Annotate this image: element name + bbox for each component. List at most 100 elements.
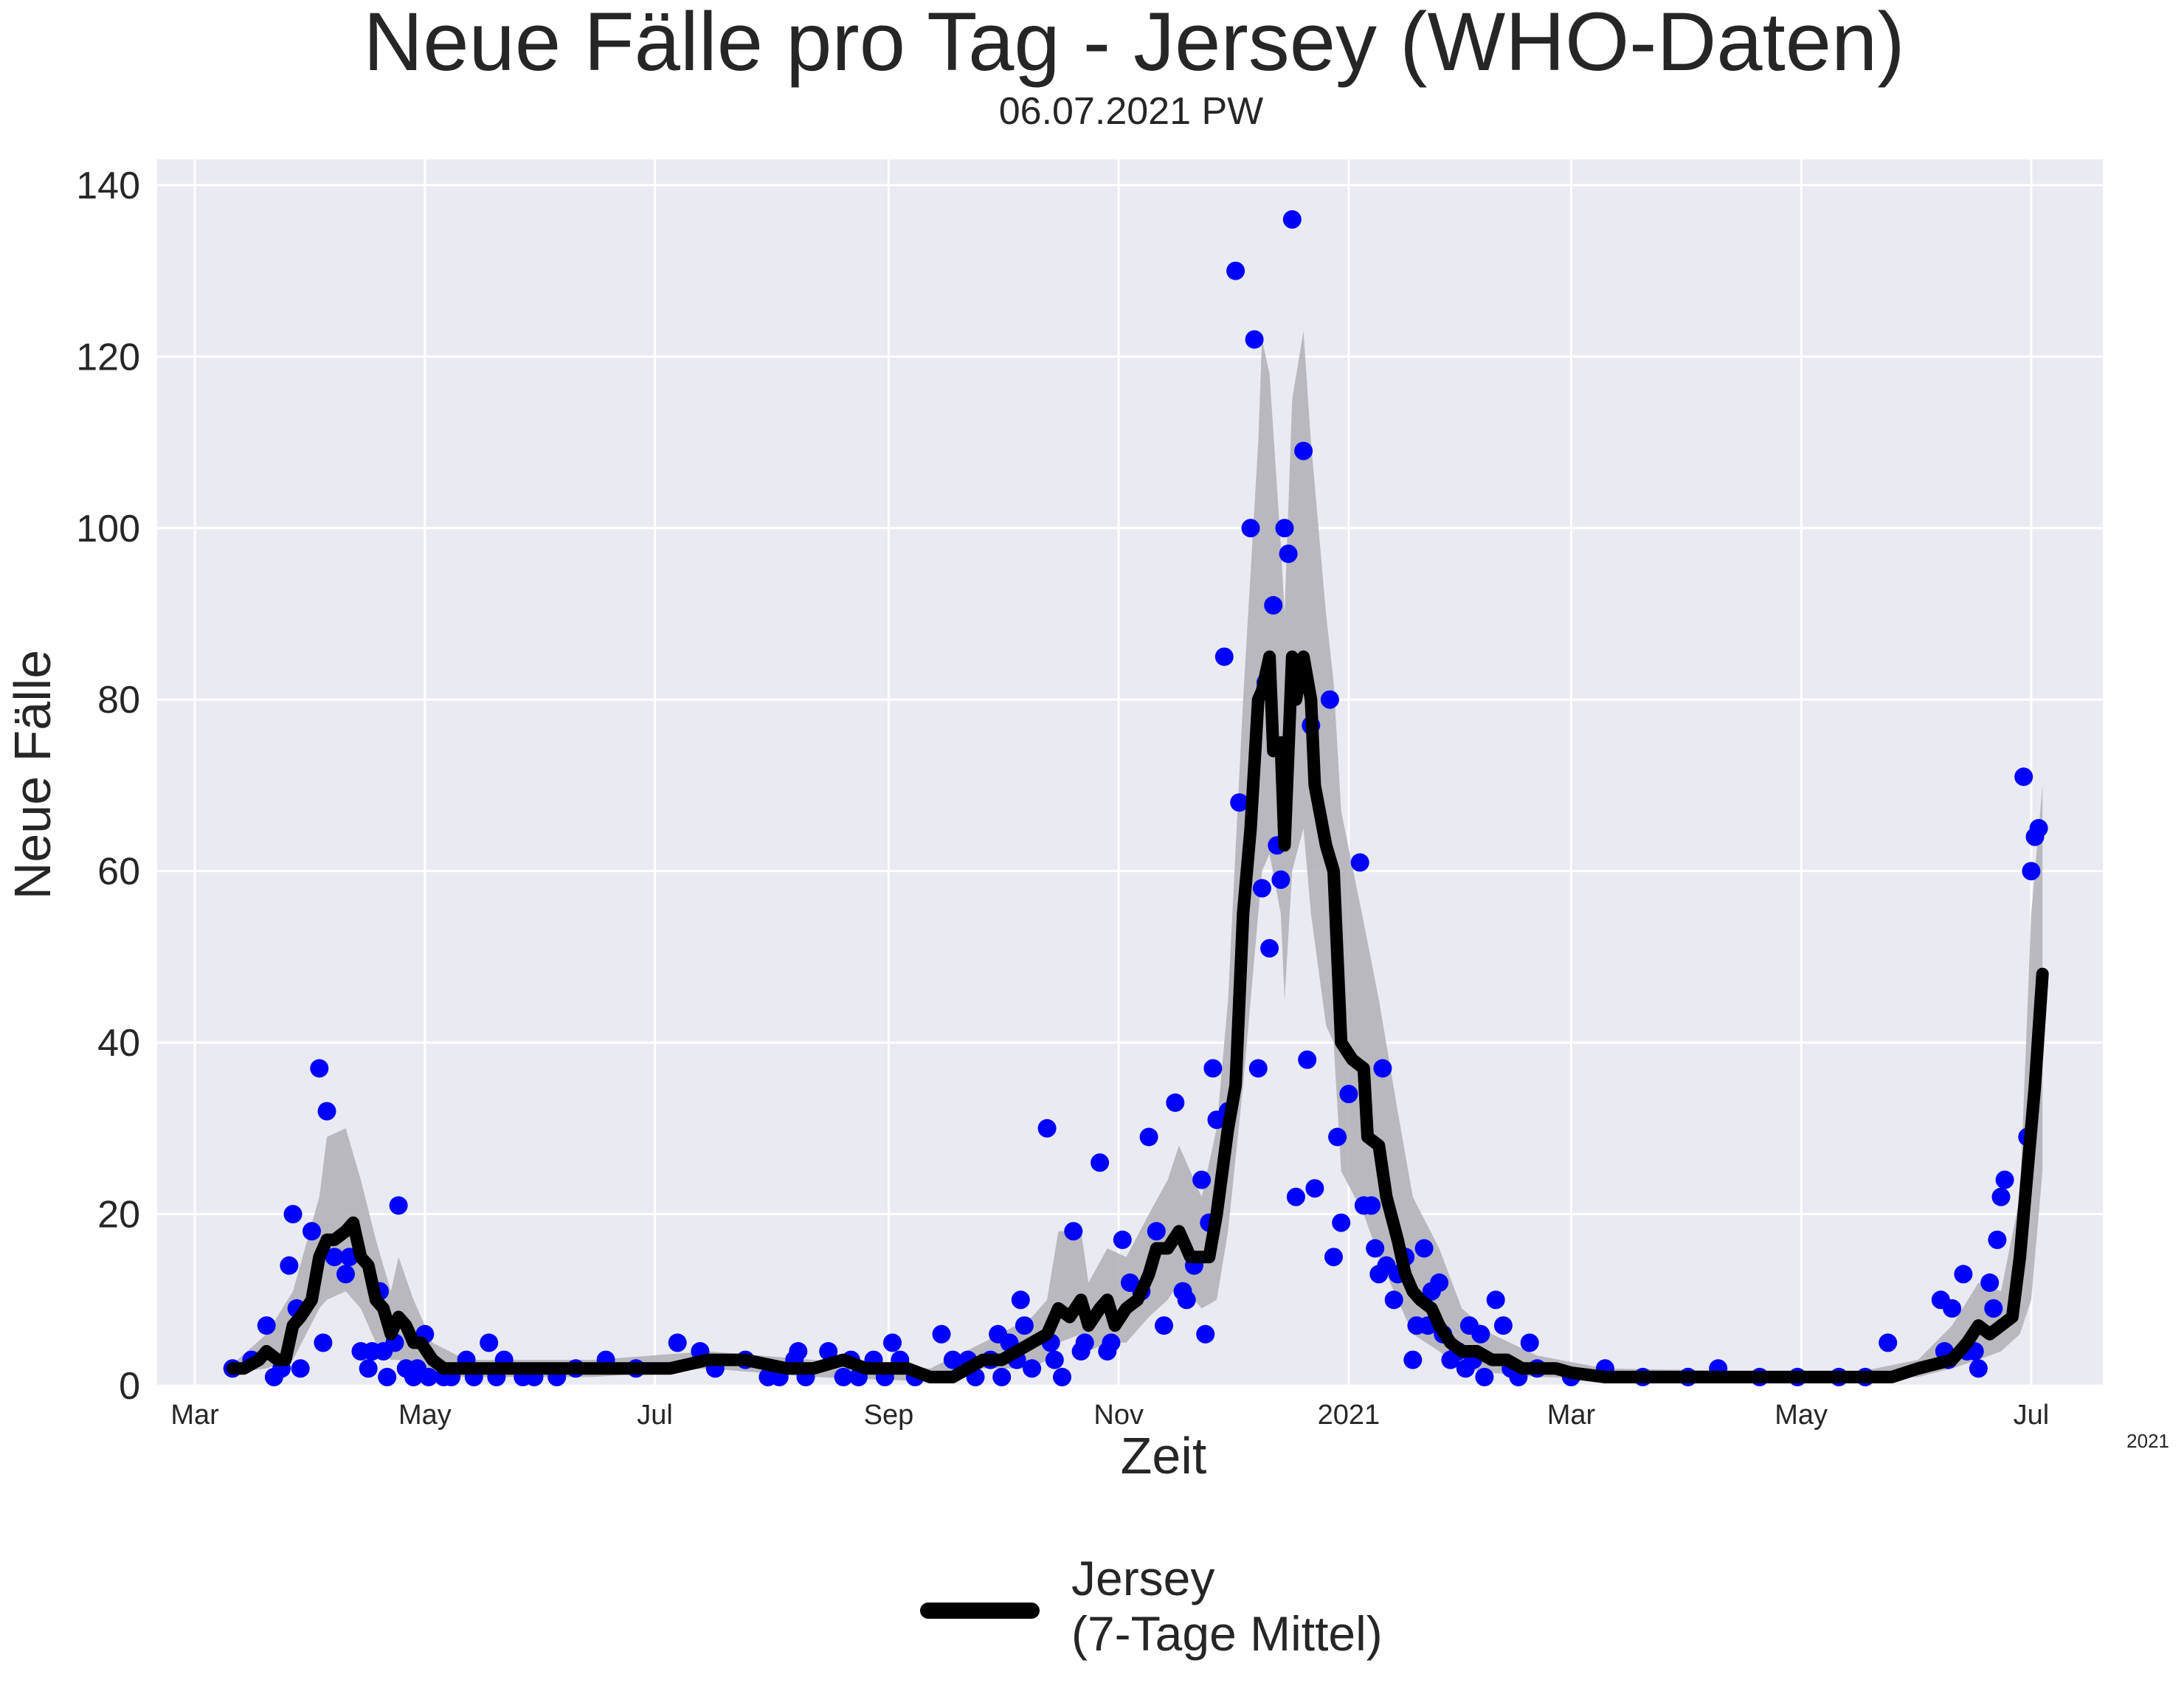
daily-case-point [2022,862,2041,881]
x-tick-label: 2021 [1318,1400,1380,1431]
daily-case-point [1298,1050,1317,1069]
legend-label-line2: (7-Tage Mittel) [1071,1606,1383,1661]
daily-case-point [1286,1187,1305,1206]
daily-case-point [1015,1316,1034,1335]
daily-case-point [992,1367,1012,1386]
daily-case-point [1991,1187,2011,1206]
daily-case-point [1403,1350,1423,1369]
legend: Jersey (7-Tage Mittel) [920,1551,1383,1661]
daily-case-point [1053,1367,1071,1386]
daily-case-point [1264,595,1283,615]
daily-case-point [1252,879,1271,898]
daily-case-point [1023,1359,1042,1378]
daily-case-point [310,1059,329,1078]
daily-case-point [280,1256,299,1275]
daily-case-point [2014,767,2033,786]
x-tick-label: Mar [1547,1400,1596,1431]
daily-case-point [291,1359,310,1378]
x-tick-label: May [1774,1400,1828,1431]
daily-case-point [1260,938,1279,958]
daily-case-point [1493,1316,1513,1335]
daily-case-point [1248,1059,1268,1078]
daily-case-point [1969,1359,1988,1378]
daily-case-point [1279,544,1298,564]
daily-case-point [1045,1350,1064,1369]
daily-case-point [1305,1179,1324,1198]
daily-case-point [1139,1127,1158,1147]
daily-case-point [480,1333,499,1352]
daily-case-point [1230,793,1249,812]
daily-case-point [1373,1059,1392,1078]
daily-case-point [1362,1196,1381,1215]
daily-case-point [1366,1239,1385,1258]
daily-case-point [1384,1290,1403,1310]
daily-case-point [1328,1127,1347,1147]
daily-case-point [1520,1333,1539,1352]
daily-case-point [789,1342,808,1361]
y-axis-ticks: 0 20 40 60 80 100 120 140 [76,165,140,1408]
x-tick-label: Jul [2014,1400,2050,1431]
daily-case-point [1332,1213,1351,1232]
daily-case-point [1177,1290,1196,1310]
chart-subtitle: 06.07.2021 PW [999,90,1263,133]
daily-case-point [1113,1230,1132,1249]
daily-case-point [378,1367,397,1386]
daily-case-point [1430,1273,1449,1292]
daily-case-point [1879,1333,1898,1352]
daily-case-point [1320,690,1339,709]
daily-case-point [419,1367,438,1386]
daily-case-point [1226,261,1245,280]
daily-case-point [336,1265,355,1284]
x-tick-label: Jul [637,1400,673,1431]
daily-case-point [1282,210,1302,229]
chart-title: Neue Fälle pro Tag - Jersey (WHO-Daten) [363,0,1904,88]
daily-case-point [317,1102,336,1121]
daily-case-point [932,1324,951,1344]
daily-case-point [1995,1170,2014,1189]
daily-case-point [1064,1222,1083,1241]
x-tick-label: May [398,1400,452,1431]
daily-case-point [1324,1248,1343,1267]
y-tick-label: 60 [97,851,140,893]
y-axis-label: Neue Fälle [4,650,61,900]
daily-case-point [1486,1290,1505,1310]
daily-case-point [1984,1299,2003,1318]
daily-case-point [1214,647,1234,666]
x-axis-label: Zeit [1121,1427,1207,1484]
daily-case-point [325,1248,344,1267]
daily-case-point [1192,1170,1212,1189]
daily-case-point [303,1222,321,1241]
daily-case-point [1988,1230,2007,1249]
daily-case-point [1203,1059,1223,1078]
daily-case-point [1294,441,1313,460]
x-axis-ticks: Mar May Jul Sep Nov 2021 Mar May Jul [170,1400,2049,1431]
daily-case-point [1075,1333,1094,1352]
daily-case-point [314,1333,333,1352]
y-tick-label: 40 [97,1022,140,1065]
daily-case-point [2029,819,2048,837]
daily-case-point [1275,519,1294,538]
daily-case-point [1155,1316,1173,1335]
daily-case-point [1166,1093,1185,1112]
daily-case-point [1196,1324,1215,1344]
daily-case-point [1147,1222,1166,1241]
plot-area [157,159,2103,1386]
daily-case-point [1241,519,1260,538]
daily-case-point [1339,1085,1358,1104]
daily-case-point [668,1333,687,1352]
daily-case-point [257,1316,276,1335]
daily-case-point [1414,1239,1434,1258]
daily-case-point [883,1333,902,1352]
x-axis-offset-label: 2021 [2126,1430,2169,1452]
daily-case-point [1037,1119,1057,1138]
daily-case-point [943,1350,962,1369]
daily-case-point [1091,1153,1110,1172]
daily-case-point [359,1359,378,1378]
x-tick-label: Mar [170,1400,219,1431]
y-tick-label: 0 [119,1365,140,1408]
seven-day-mean-line [226,650,2049,1383]
daily-case-point [1271,870,1290,889]
daily-case-point [1471,1324,1490,1344]
y-tick-label: 120 [76,336,140,378]
